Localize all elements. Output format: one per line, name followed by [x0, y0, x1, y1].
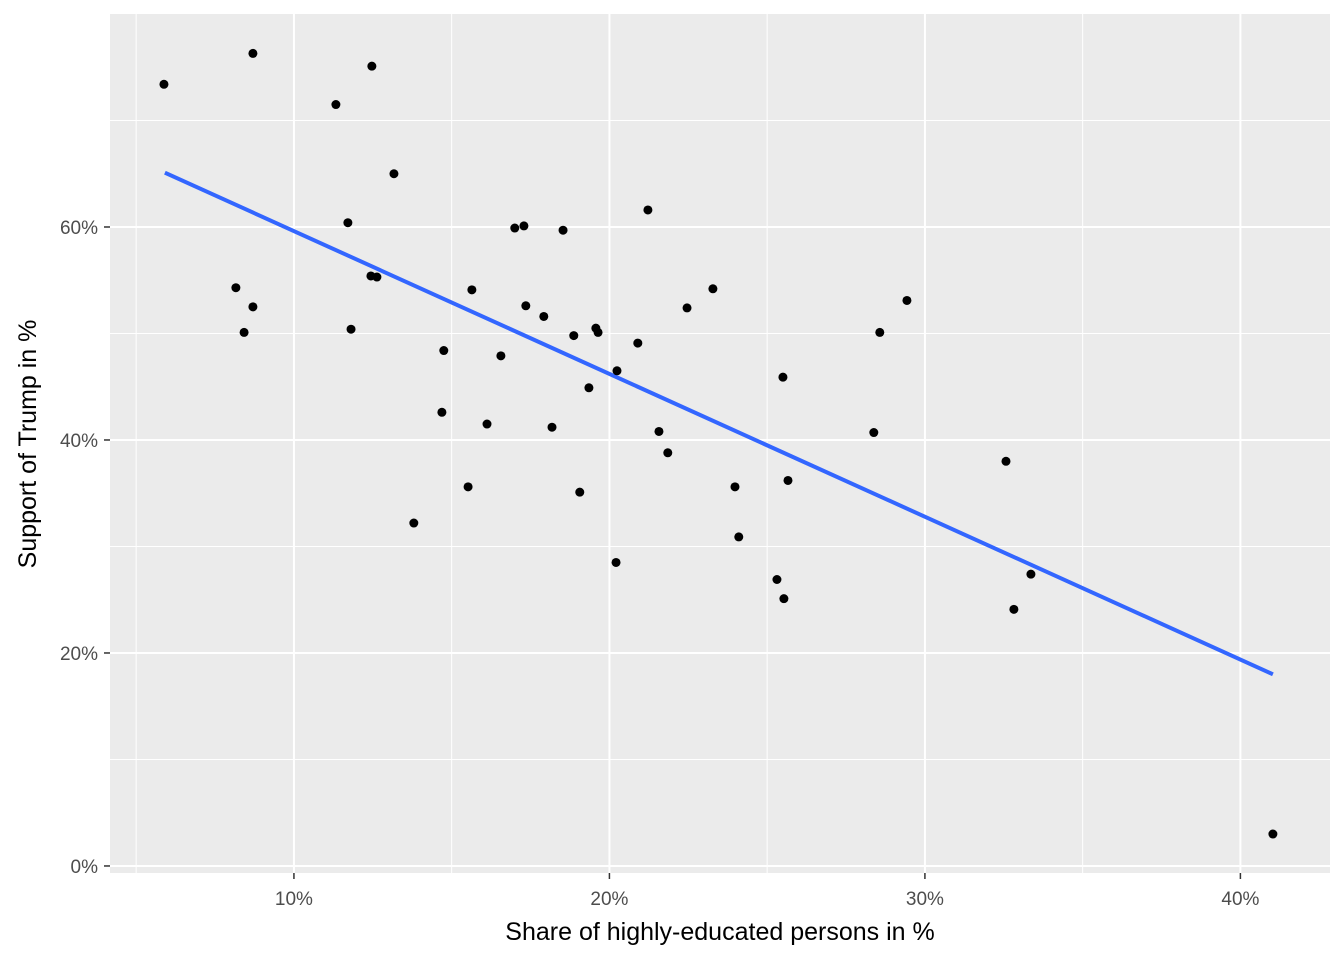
data-point — [467, 285, 477, 295]
data-point — [409, 518, 419, 528]
data-points — [159, 48, 1278, 839]
data-point — [730, 482, 740, 492]
data-point — [654, 426, 664, 436]
data-point — [231, 283, 241, 293]
data-point — [783, 475, 793, 485]
data-point — [248, 302, 258, 312]
trend-line-group — [164, 170, 1274, 677]
data-point — [367, 61, 377, 71]
data-point — [248, 48, 258, 58]
data-point — [343, 218, 353, 228]
data-point — [547, 422, 557, 432]
data-point — [389, 169, 399, 179]
data-point — [569, 331, 579, 341]
data-point — [778, 372, 788, 382]
x-tick-label: 40% — [1221, 889, 1259, 910]
data-point — [593, 327, 603, 337]
data-point — [611, 557, 621, 567]
y-tick-label: 60% — [60, 218, 98, 239]
data-point — [519, 221, 529, 231]
grid-lines — [110, 14, 1330, 873]
x-axis-title: Share of highly-educated persons in % — [505, 918, 934, 946]
data-point — [1268, 829, 1278, 839]
data-point — [1001, 456, 1011, 466]
y-tick-label: 20% — [60, 644, 98, 665]
data-point — [510, 223, 520, 233]
data-point — [584, 383, 594, 393]
data-point — [612, 366, 622, 376]
data-point — [437, 407, 447, 417]
data-point — [482, 419, 492, 429]
x-tick-label: 30% — [906, 889, 944, 910]
data-point — [558, 225, 568, 235]
data-point — [779, 594, 789, 604]
data-point — [875, 327, 885, 337]
trend-line — [164, 170, 1274, 677]
y-tick-label: 0% — [71, 857, 99, 878]
data-point — [575, 487, 585, 497]
data-point — [463, 482, 473, 492]
panel-background — [110, 14, 1330, 873]
data-point — [682, 303, 692, 313]
x-tick-label: 10% — [275, 889, 313, 910]
x-tick-label: 20% — [590, 889, 628, 910]
data-point — [372, 272, 382, 282]
data-point — [663, 448, 673, 458]
data-point — [1026, 569, 1036, 579]
data-point — [159, 79, 169, 89]
data-point — [772, 574, 782, 584]
data-point — [643, 205, 653, 215]
data-point — [521, 301, 531, 311]
axes: 10% 20% 30% 40% 0% 20% 40% 60% — [60, 218, 1260, 910]
data-point — [346, 324, 356, 334]
data-point — [439, 346, 449, 356]
data-point — [633, 338, 643, 348]
data-point — [496, 351, 506, 361]
data-point — [1009, 604, 1019, 614]
data-point — [708, 284, 718, 294]
data-point — [869, 428, 879, 438]
y-axis-title: Support of Trump in % — [14, 320, 42, 569]
data-point — [331, 100, 341, 110]
y-tick-label: 40% — [60, 431, 98, 452]
data-point — [734, 532, 744, 542]
data-point — [902, 295, 912, 305]
data-point — [239, 327, 249, 337]
data-point — [539, 311, 549, 321]
